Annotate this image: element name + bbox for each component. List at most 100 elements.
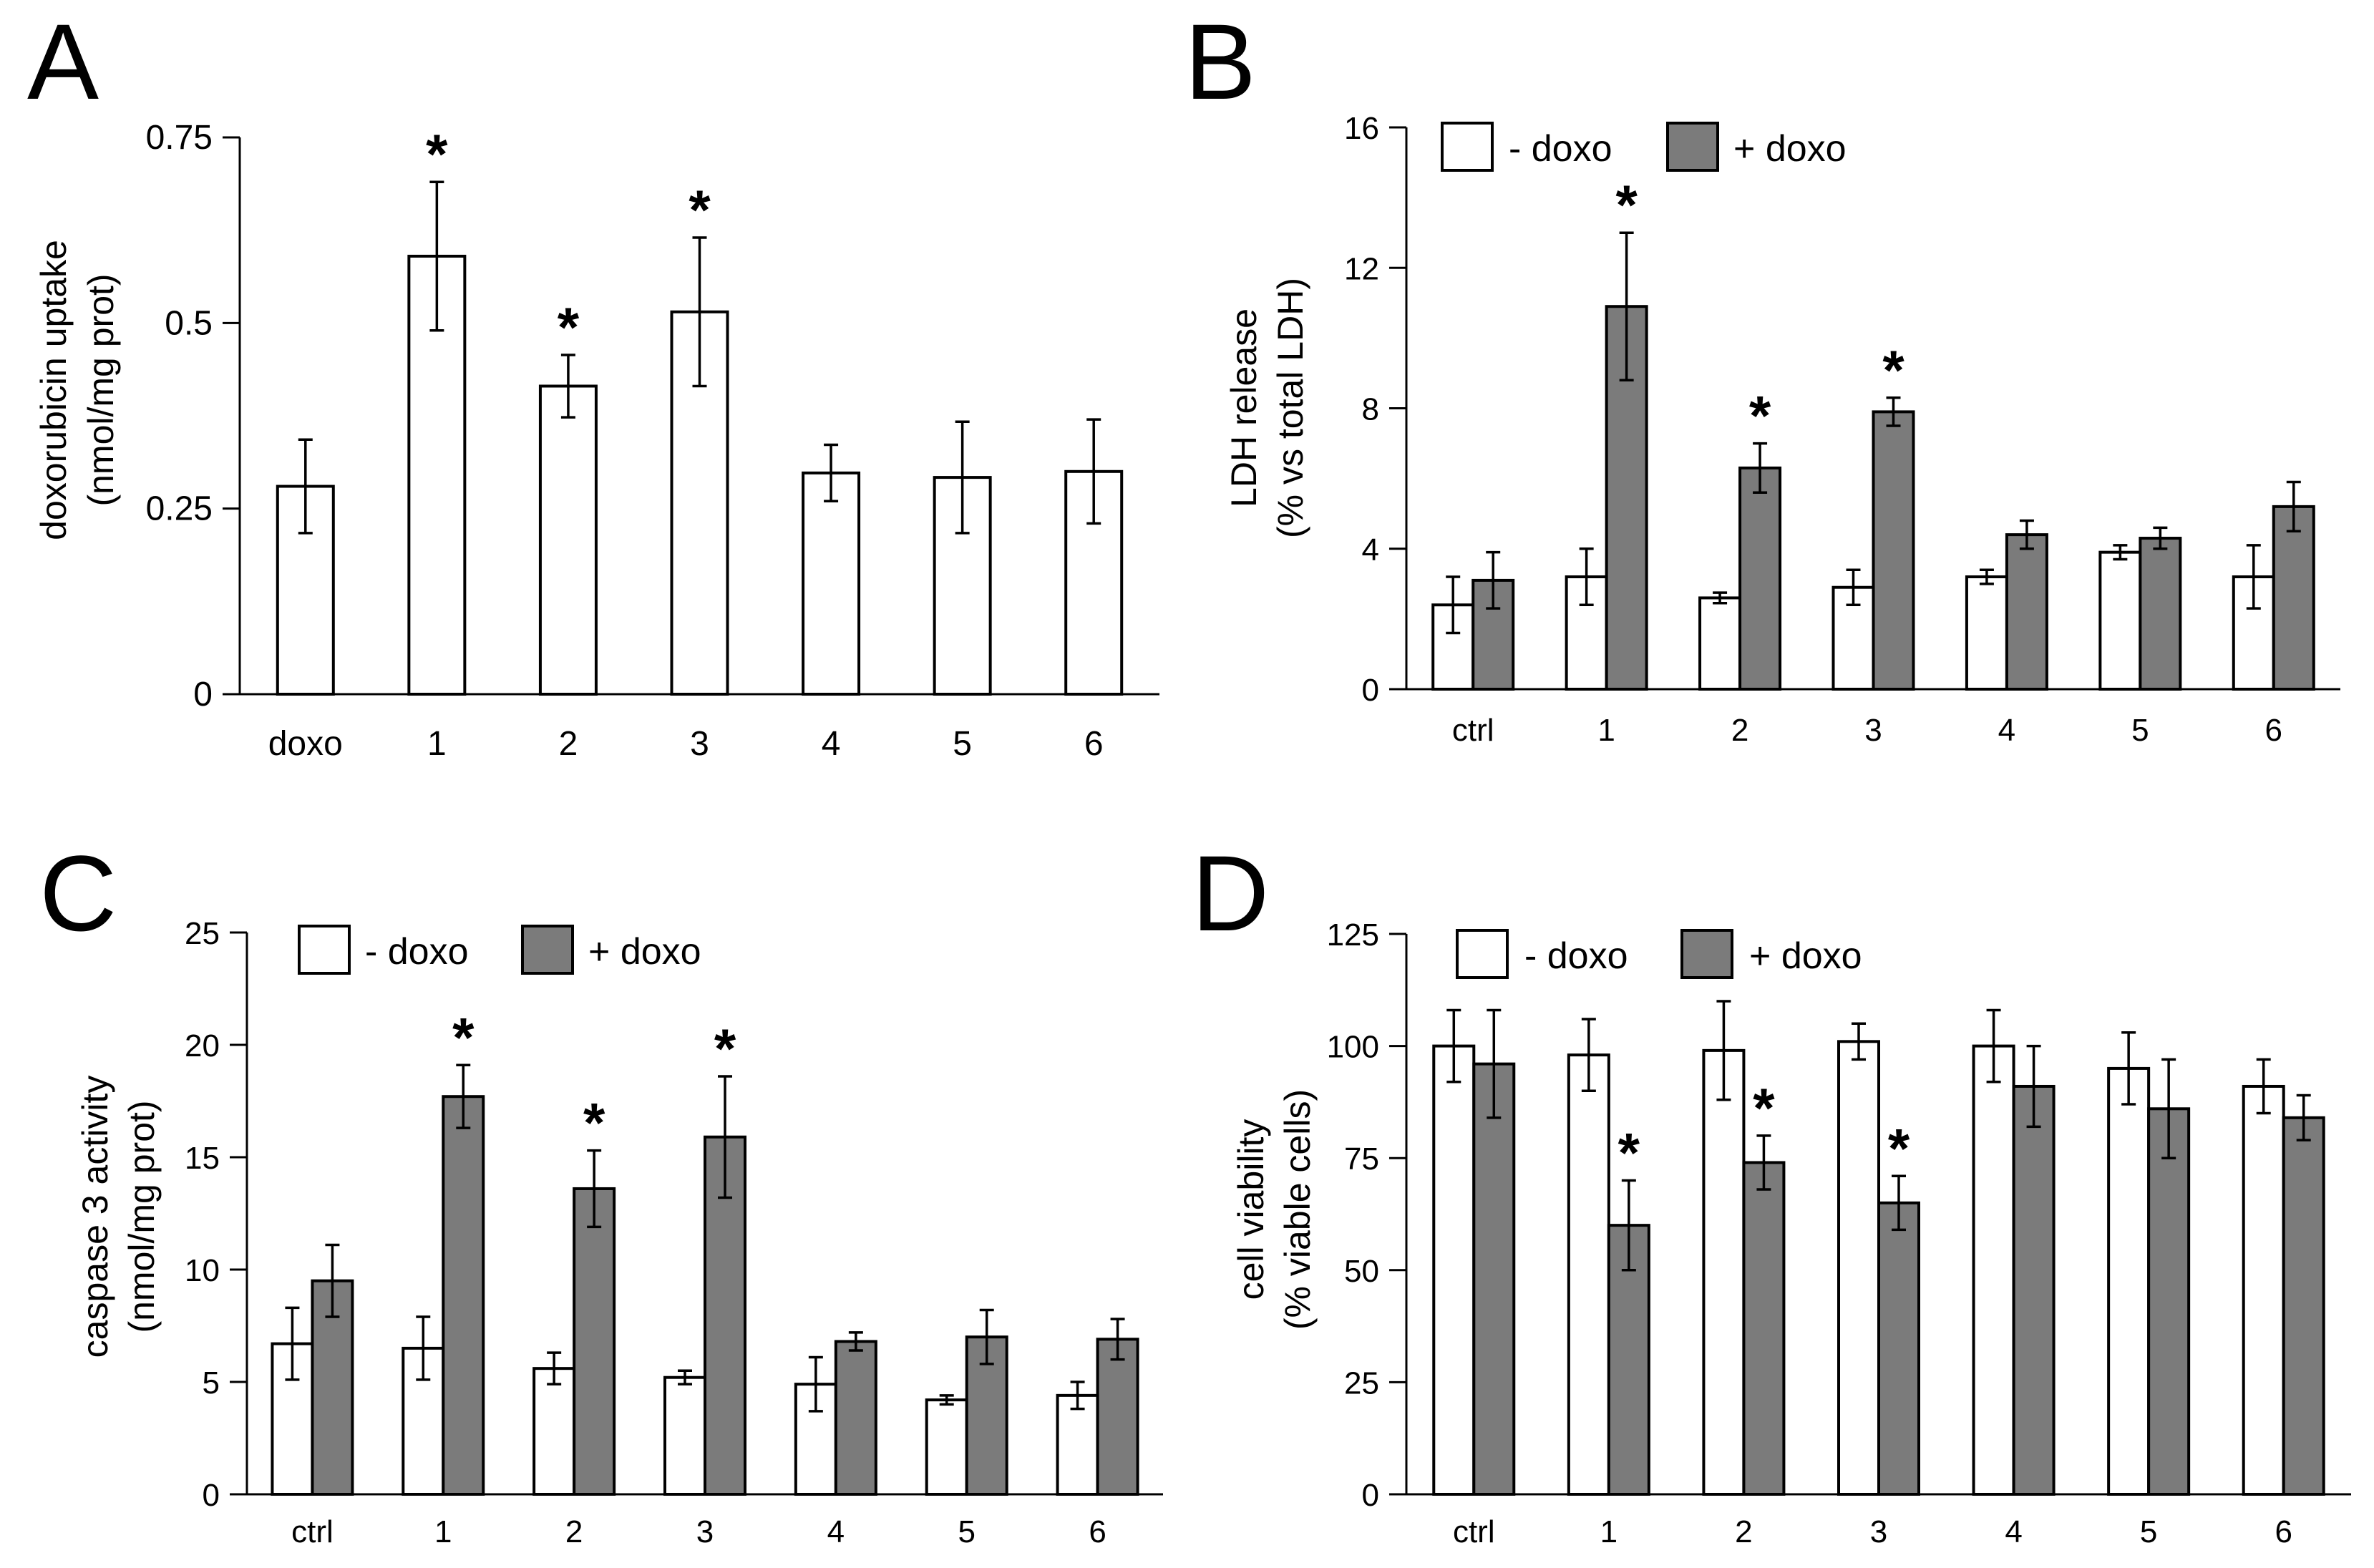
y-tick-label: 10 xyxy=(185,1253,220,1288)
legend-c: - doxo + doxo xyxy=(298,925,701,975)
bar-minus-doxo xyxy=(925,1398,968,1496)
significance-star: * xyxy=(1753,1076,1775,1139)
bar-plus-doxo xyxy=(442,1095,485,1496)
plot-area-b: 0 4 8 12 16 ctrl 1 * 2 * 3 * 4 5 6 xyxy=(1344,111,2340,748)
y-axis-title-line-2: (% vs total LDH) xyxy=(1270,278,1310,538)
significance-star: * xyxy=(558,296,580,359)
bar-plus-doxo xyxy=(834,1340,877,1496)
x-tick-label: 5 xyxy=(2140,1514,2157,1549)
bar-minus-doxo xyxy=(1698,596,1742,691)
y-axis-title-line-2: (nmol/mg prot) xyxy=(122,1100,162,1333)
bar xyxy=(802,471,861,696)
x-tick-label: 6 xyxy=(1089,1514,1106,1549)
panel-letter-b: B xyxy=(1184,1,1256,122)
bar-plus-doxo xyxy=(1738,466,1782,691)
legend-label-plus-doxo: + doxo xyxy=(1733,128,1847,170)
legend-swatch-plus-doxo xyxy=(521,925,574,975)
bar-minus-doxo xyxy=(1702,1048,1746,1496)
x-tick-label: 2 xyxy=(1731,713,1748,748)
bar-plus-doxo xyxy=(1742,1161,1786,1496)
panel-letter-d: D xyxy=(1192,833,1269,953)
significance-star: * xyxy=(1618,1121,1640,1184)
x-tick-label: 5 xyxy=(953,725,972,763)
legend-swatch-plus-doxo xyxy=(1666,122,1719,172)
y-tick-label: 0 xyxy=(203,1478,220,1513)
legend-label-minus-doxo: - doxo xyxy=(365,931,469,973)
x-tick-label: 2 xyxy=(565,1514,583,1549)
y-tick-label: 0.75 xyxy=(146,119,213,157)
bar-minus-doxo xyxy=(663,1375,706,1496)
y-tick-label: 16 xyxy=(1344,111,1379,146)
bar-plus-doxo xyxy=(1877,1201,1920,1496)
bar-plus-doxo xyxy=(2012,1084,2056,1496)
legend-label-minus-doxo: - doxo xyxy=(1524,935,1628,977)
panel-d: D cell viability (% viable cells) - doxo… xyxy=(1192,833,2351,1549)
panel-a: A doxorubicin uptake (nmol/mg prot) 0 0.2… xyxy=(27,1,1159,763)
y-tick-label: 25 xyxy=(185,916,220,951)
y-axis-title-line-1: LDH release xyxy=(1224,308,1264,507)
significance-star: * xyxy=(1882,339,1904,401)
x-tick-label: 6 xyxy=(2265,713,2282,748)
plot-area-d: 0 25 50 75 100 125 ctrl 1 * 2 * 3 * 4 5 6 xyxy=(1327,917,2351,1549)
legend-swatch-plus-doxo xyxy=(1680,929,1733,979)
x-tick-label: 1 xyxy=(1600,1514,1617,1549)
legend-swatch-minus-doxo xyxy=(298,925,351,975)
x-tick-label: ctrl xyxy=(291,1514,334,1549)
bar-minus-doxo xyxy=(2107,1066,2151,1496)
x-tick-label: 4 xyxy=(1998,713,2015,748)
bar-minus-doxo xyxy=(1056,1393,1099,1496)
x-tick-label: 3 xyxy=(1870,1514,1887,1549)
x-tick-label: 3 xyxy=(1864,713,1882,748)
y-axis-title-line-2: (nmol/mg prot) xyxy=(81,273,121,506)
bar-plus-doxo xyxy=(1872,410,1915,691)
y-tick-label: 0.5 xyxy=(165,304,213,342)
y-axis-title-line-2: (% viable cells) xyxy=(1278,1089,1318,1330)
x-tick-label: doxo xyxy=(268,725,343,763)
legend-d: - doxo + doxo xyxy=(1456,929,1862,979)
plot-area-a: 0 0.25 0.5 0.75 doxo 1 * 2 * 3 * 4 5 6 xyxy=(146,119,1159,763)
legend-label-minus-doxo: - doxo xyxy=(1509,128,1612,170)
x-tick-label: 4 xyxy=(827,1514,845,1549)
y-tick-label: 8 xyxy=(1362,392,1379,427)
bar-minus-doxo xyxy=(1972,1044,2015,1496)
panel-b: B LDH release (% vs total LDH) - doxo + … xyxy=(1184,1,2340,748)
bar-minus-doxo xyxy=(1432,1044,1476,1496)
bar-plus-doxo xyxy=(2139,537,2182,691)
y-tick-label: 4 xyxy=(1362,532,1379,568)
significance-star: * xyxy=(689,178,711,241)
bar-plus-doxo xyxy=(2272,505,2315,691)
bar-plus-doxo xyxy=(1096,1338,1139,1496)
bar-plus-doxo xyxy=(573,1187,616,1496)
x-tick-label: 3 xyxy=(690,725,709,763)
y-tick-label: 100 xyxy=(1327,1030,1379,1065)
y-tick-label: 0.25 xyxy=(146,490,213,528)
y-tick-label: 50 xyxy=(1344,1254,1379,1289)
x-tick-label: 5 xyxy=(2131,713,2149,748)
significance-star: * xyxy=(1615,173,1638,236)
x-tick-label: 2 xyxy=(559,725,578,763)
x-tick-label: 6 xyxy=(2275,1514,2292,1549)
y-tick-label: 0 xyxy=(1362,1478,1379,1513)
panel-c: C caspase 3 activity (nmol/mg prot) - do… xyxy=(39,833,1163,1549)
legend-label-plus-doxo: + doxo xyxy=(1749,935,1862,977)
significance-star: * xyxy=(583,1091,605,1154)
y-tick-label: 20 xyxy=(185,1028,220,1063)
bar-minus-doxo xyxy=(1431,603,1475,691)
bar-plus-doxo xyxy=(2147,1107,2191,1496)
panel-letter-a: A xyxy=(27,1,99,122)
bar-minus-doxo xyxy=(1837,1040,1880,1496)
y-tick-label: 25 xyxy=(1344,1365,1379,1401)
x-tick-label: ctrl xyxy=(1453,1514,1495,1549)
y-axis-title-line-1: doxorubicin uptake xyxy=(34,240,74,540)
bar-minus-doxo xyxy=(532,1367,576,1496)
legend-swatch-minus-doxo xyxy=(1456,929,1509,979)
y-tick-label: 125 xyxy=(1327,917,1379,953)
x-tick-label: 1 xyxy=(434,1514,452,1549)
bar-minus-doxo xyxy=(1965,575,2008,691)
significance-star: * xyxy=(1888,1116,1910,1179)
bar-plus-doxo xyxy=(1472,1062,1516,1496)
legend-label-plus-doxo: + doxo xyxy=(588,931,701,973)
x-tick-label: 5 xyxy=(958,1514,975,1549)
bar-minus-doxo xyxy=(2242,1084,2285,1496)
